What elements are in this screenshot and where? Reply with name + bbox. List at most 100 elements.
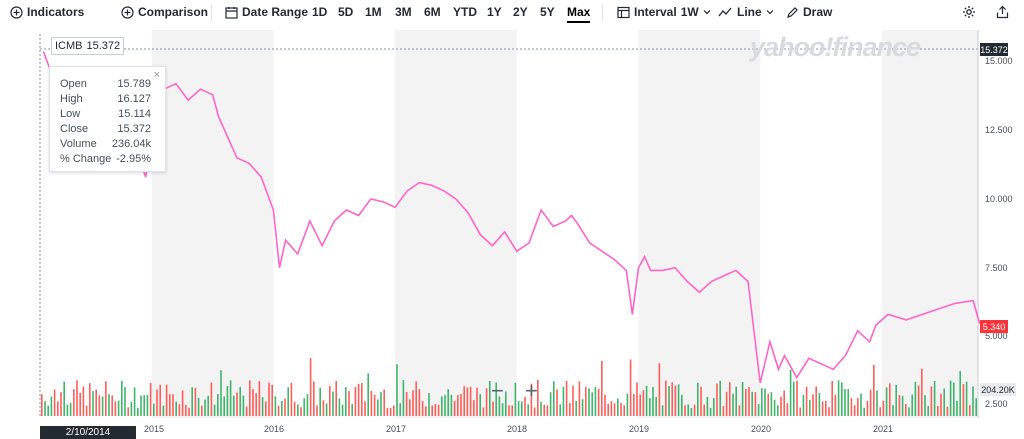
volume-bar <box>287 387 289 416</box>
volume-bar <box>802 394 805 416</box>
volume-bar <box>409 399 411 416</box>
volume-bar <box>924 395 926 416</box>
line-chart-icon <box>718 7 732 16</box>
volume-bar <box>114 401 117 416</box>
comparison-button[interactable]: Comparison <box>121 5 208 19</box>
volume-bar <box>341 404 344 416</box>
volume-bar <box>863 407 865 416</box>
volume-bar <box>357 383 360 416</box>
volume-bar <box>719 380 721 416</box>
chart-type-button[interactable]: Line <box>718 5 774 19</box>
range-5y[interactable]: 5Y <box>540 5 555 19</box>
volume-bar <box>316 405 318 416</box>
range-1y[interactable]: 1Y <box>487 5 502 19</box>
volume-bar <box>572 385 574 416</box>
volume-bar <box>527 404 529 416</box>
ohlc-tooltip: × Open 15.789 High 16.127 Low 15.114 Close 1… <box>49 66 166 172</box>
range-6m[interactable]: 6M <box>424 5 441 19</box>
volume-bar <box>495 382 497 416</box>
volume-bar <box>613 403 616 416</box>
volume-bar <box>825 400 827 416</box>
volume-bar <box>943 388 945 416</box>
volume-bar <box>645 385 648 416</box>
volume-bar <box>770 392 773 416</box>
volume-bar <box>930 386 933 416</box>
volume-bar <box>732 393 734 416</box>
volume-bar <box>690 407 693 416</box>
x-tick-label: 2015 <box>144 424 165 434</box>
volume-bar <box>882 400 885 416</box>
range-max[interactable]: Max <box>567 5 591 23</box>
year-band <box>395 30 517 418</box>
volume-bar <box>335 381 337 416</box>
interval-button[interactable]: Interval 1W <box>617 5 711 19</box>
volume-bar <box>290 382 293 416</box>
volume-bar <box>850 398 853 416</box>
y-tick-label: 10.000 <box>985 194 1013 204</box>
volume-bar <box>281 401 283 416</box>
zoom-in-button[interactable]: + <box>525 378 538 403</box>
volume-bar <box>447 389 449 416</box>
volume-bar <box>783 390 785 416</box>
zoom-out-button[interactable]: − <box>491 378 504 403</box>
volume-bar <box>735 386 737 416</box>
volume-bar <box>540 401 542 416</box>
volume-bar <box>140 395 142 416</box>
indicators-button[interactable]: Indicators <box>10 5 84 19</box>
volume-bar <box>169 394 171 416</box>
volume-bars <box>41 358 977 416</box>
crosshair-price-label: 15.372 <box>980 43 1008 56</box>
volume-bar <box>325 403 328 416</box>
volume-bar <box>466 387 469 416</box>
volume-bar <box>713 398 715 416</box>
volume-bar <box>441 396 443 416</box>
volume-bar <box>745 389 747 416</box>
volume-bar <box>866 401 869 416</box>
volume-bar <box>652 386 654 416</box>
volume-bar <box>703 404 705 416</box>
volume-bar <box>300 407 302 416</box>
volume-bar <box>434 404 437 416</box>
volume-bar <box>242 395 245 416</box>
volume-bar <box>63 381 65 416</box>
volume-bar <box>569 403 571 416</box>
divider <box>211 5 212 21</box>
volume-bar <box>901 396 904 416</box>
volume-bar <box>668 386 670 416</box>
price-chart[interactable] <box>0 26 1024 439</box>
volume-bar <box>146 394 149 416</box>
draw-button[interactable]: Draw <box>786 5 832 19</box>
range-ytd[interactable]: YTD <box>453 5 477 19</box>
volume-bar <box>425 406 427 416</box>
close-icon[interactable]: × <box>153 69 160 81</box>
range-1m[interactable]: 1M <box>365 5 382 19</box>
volume-bar <box>92 391 94 416</box>
volume-bar <box>559 404 561 416</box>
tooltip-row-open: Open 15.789 <box>60 78 151 90</box>
range-2y[interactable]: 2Y <box>513 5 528 19</box>
volume-bar <box>389 407 392 416</box>
volume-bar <box>965 381 968 416</box>
volume-bar <box>149 382 152 416</box>
date-range-button[interactable]: Date Range <box>225 5 308 19</box>
volume-bar <box>565 380 568 416</box>
volume-bar <box>479 394 481 416</box>
range-5d[interactable]: 5D <box>338 5 354 19</box>
tooltip-row-volume: Volume 236.04k <box>60 138 151 150</box>
volume-bar <box>722 406 725 416</box>
volume-bar <box>818 392 821 416</box>
range-1d[interactable]: 1D <box>312 5 328 19</box>
volume-bar <box>482 407 485 416</box>
range-3m[interactable]: 3M <box>395 5 412 19</box>
plus-circle-icon <box>121 5 134 19</box>
volume-bar <box>562 386 565 416</box>
volume-bar <box>178 404 181 416</box>
share-button[interactable] <box>996 5 1009 19</box>
volume-bar <box>233 395 235 416</box>
price-series-line <box>42 51 992 384</box>
volume-bar <box>201 405 203 416</box>
volume-bar <box>399 403 401 416</box>
settings-button[interactable] <box>962 5 976 19</box>
volume-bar <box>847 389 849 416</box>
y-tick-label: 12.500 <box>985 125 1013 135</box>
